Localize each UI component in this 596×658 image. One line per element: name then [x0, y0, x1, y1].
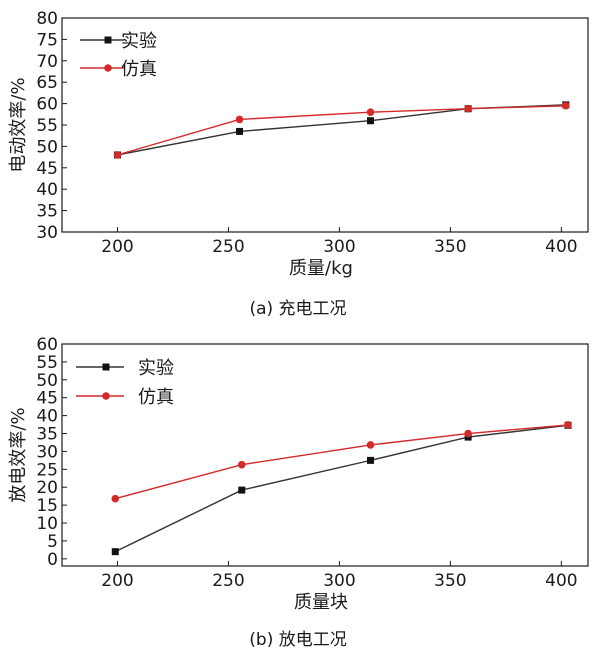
data-point-simulation	[464, 104, 472, 113]
data-point-simulation	[111, 494, 120, 503]
y-tick-label: 70	[36, 52, 58, 72]
series-line-experiment	[117, 104, 566, 156]
legend-marker	[104, 64, 112, 72]
y-tick-label: 75	[36, 30, 58, 50]
y-tick-label: 55	[36, 116, 58, 136]
y-tick-label: 30	[36, 223, 58, 243]
x-axis-title: 质量块	[294, 592, 348, 613]
data-point-experiment	[238, 486, 246, 494]
legend-label: 实验	[138, 358, 174, 379]
data-point-simulation	[235, 115, 244, 124]
data-point-simulation	[237, 460, 246, 469]
data-point-simulation	[366, 108, 375, 116]
y-tick-label: 25	[36, 460, 58, 480]
y-tick-label: 40	[36, 407, 58, 427]
y-tick-label: 80	[36, 9, 58, 29]
x-tick-label: 300	[323, 571, 355, 591]
y-tick-label: 50	[36, 371, 58, 391]
data-point-simulation	[113, 151, 122, 159]
y-tick-label: 20	[36, 478, 58, 498]
y-tick-label: 45	[36, 389, 58, 409]
y-tick-label: 35	[36, 425, 58, 445]
data-point-experiment	[111, 548, 119, 556]
data-point-simulation	[562, 101, 570, 110]
legend-label: 仿真	[138, 387, 174, 408]
x-tick-label: 250	[212, 237, 244, 257]
x-tick-label: 350	[434, 571, 466, 591]
x-tick-label: 400	[545, 571, 577, 591]
data-point-experiment	[366, 456, 374, 464]
x-axis-title: 质量/kg	[289, 258, 353, 279]
y-tick-label: 10	[36, 514, 58, 534]
data-point-simulation	[464, 429, 472, 438]
x-tick-label: 300	[323, 237, 355, 257]
legend-marker	[104, 36, 112, 44]
data-point-simulation	[366, 441, 375, 449]
y-tick-label: 50	[36, 137, 58, 157]
series-line-simulation	[117, 105, 566, 156]
y-tick-label: 5	[47, 532, 58, 552]
data-point-simulation	[564, 421, 572, 429]
y-tick-label: 40	[36, 180, 58, 200]
legend-marker	[102, 392, 110, 400]
y-tick-label: 60	[36, 95, 58, 115]
y-tick-label: 15	[36, 496, 58, 516]
x-tick-label: 250	[212, 571, 244, 591]
chart-caption: (b) 放电工况	[249, 630, 346, 650]
y-axis-title: 放电效率/%	[8, 407, 29, 502]
y-axis-title: 电动效率/%	[8, 77, 29, 172]
legend-label: 仿真	[121, 59, 157, 80]
series-line-simulation	[115, 424, 569, 500]
y-tick-label: 60	[36, 335, 58, 355]
y-tick-label: 35	[36, 202, 58, 222]
plot-frame	[61, 343, 589, 567]
y-tick-label: 65	[36, 73, 58, 93]
x-tick-label: 400	[545, 237, 577, 257]
y-tick-label: 0	[47, 550, 58, 570]
chart-caption: (a) 充电工况	[249, 299, 346, 319]
legend-label: 实验	[121, 31, 157, 52]
data-point-experiment	[236, 127, 244, 135]
data-point-experiment	[366, 117, 374, 125]
legend-marker	[102, 363, 110, 371]
y-tick-label: 30	[36, 442, 58, 462]
y-tick-label: 55	[36, 353, 58, 373]
series-line-experiment	[114, 424, 569, 553]
x-tick-label: 350	[434, 237, 466, 257]
y-tick-label: 45	[36, 159, 58, 179]
x-tick-label: 200	[101, 237, 133, 257]
x-tick-label: 200	[101, 571, 133, 591]
